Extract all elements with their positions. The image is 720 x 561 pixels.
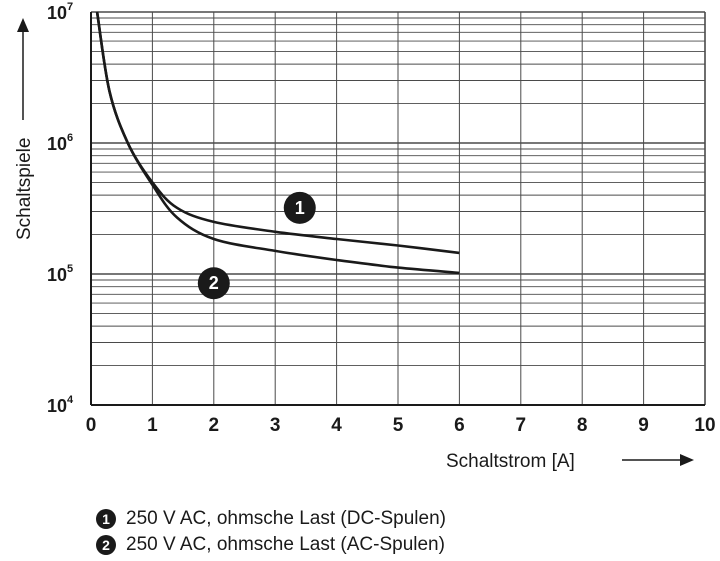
- legend-text-2: 250 V AC, ohmsche Last (AC-Spulen): [126, 534, 445, 555]
- legend: 1 250 V AC, ohmsche Last (DC-Spulen) 2 2…: [96, 506, 446, 558]
- x-tick-label-3: 3: [270, 415, 281, 436]
- x-tick-label-1: 1: [147, 415, 158, 436]
- legend-badge-1: 1: [96, 509, 116, 529]
- y-tick-label-1e4: 104: [47, 394, 74, 416]
- legend-badge-2: 2: [96, 535, 116, 555]
- marker-label-1: 1: [295, 198, 305, 218]
- x-axis-arrow-head: [680, 454, 694, 466]
- marker-circle-2: [197, 267, 230, 300]
- x-tick-label-7: 7: [516, 415, 527, 436]
- y-axis-title-group: Schaltspiele: [14, 18, 35, 240]
- legend-item-1: 1 250 V AC, ohmsche Last (DC-Spulen): [96, 506, 446, 532]
- marker-label-2: 2: [209, 273, 219, 293]
- x-tick-label-5: 5: [393, 415, 404, 436]
- marker-circle-1: [283, 191, 316, 224]
- y-tick-label-1e6: 106: [47, 132, 73, 154]
- x-tick-label-2: 2: [209, 415, 220, 436]
- x-axis-title: Schaltstrom [A]: [446, 451, 575, 472]
- y-tick-labels: 104 105 106 107: [47, 1, 74, 416]
- x-tick-label-10: 10: [694, 415, 715, 436]
- y-axis-arrow-head: [17, 18, 29, 32]
- y-axis-title: Schaltspiele: [14, 138, 35, 240]
- y-tick-label-1e7: 107: [47, 1, 73, 23]
- x-tick-labels: 0 1 2 3 4 5 6 7 8 9 10: [86, 415, 716, 436]
- series-markers: 12: [197, 191, 316, 300]
- y-tick-label-1e5: 105: [47, 263, 73, 285]
- series-line-1: [95, 11, 460, 255]
- x-tick-label-0: 0: [86, 415, 97, 436]
- x-tick-label-9: 9: [638, 415, 649, 436]
- x-tick-label-8: 8: [577, 415, 588, 436]
- series-lines: [95, 11, 460, 275]
- legend-item-2: 2 250 V AC, ohmsche Last (AC-Spulen): [96, 532, 446, 558]
- series-line-2: [95, 11, 460, 275]
- legend-text-1: 250 V AC, ohmsche Last (DC-Spulen): [126, 508, 446, 529]
- grid-lines: [90, 11, 706, 406]
- x-tick-label-4: 4: [331, 415, 342, 436]
- x-axis-title-group: Schaltstrom [A]: [446, 451, 694, 472]
- x-tick-label-6: 6: [454, 415, 465, 436]
